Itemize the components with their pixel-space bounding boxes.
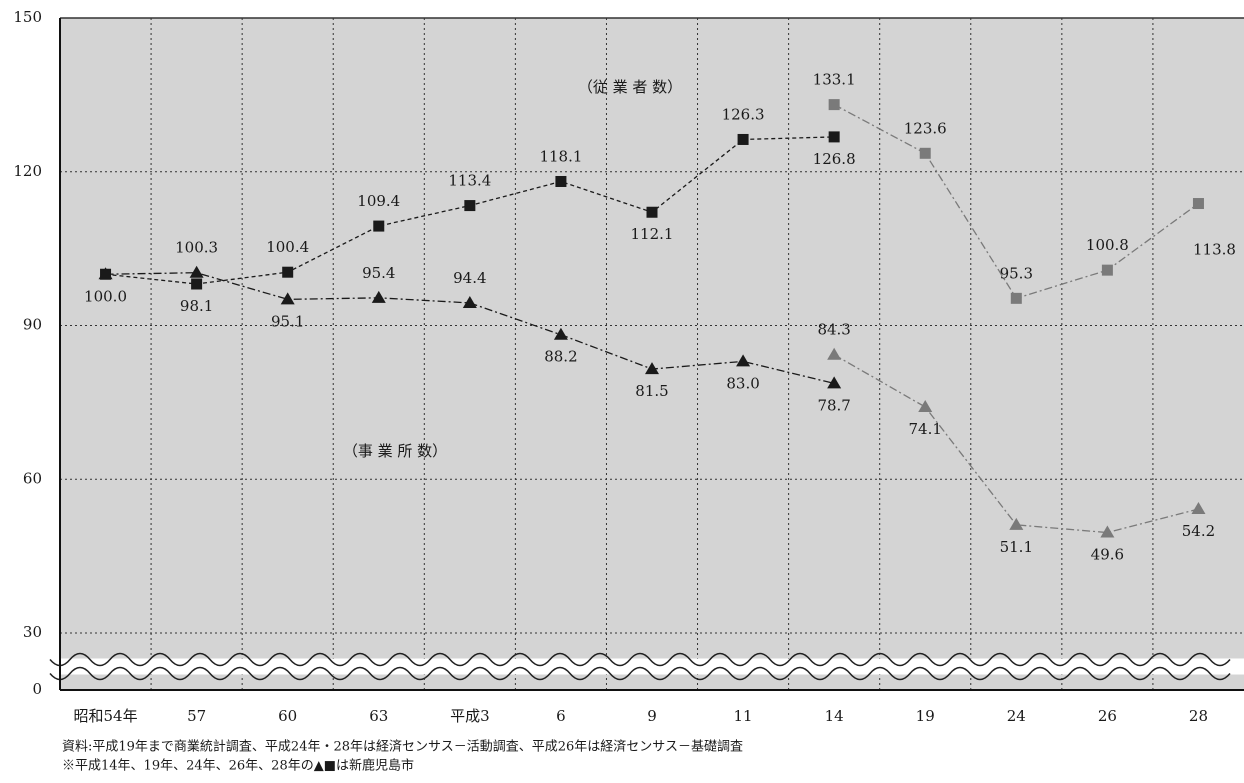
y-tick-label: 90 xyxy=(23,316,42,334)
x-tick-label: 28 xyxy=(1189,707,1208,725)
value-label: 113.8 xyxy=(1193,241,1236,259)
value-label: 118.1 xyxy=(539,147,582,165)
marker xyxy=(373,220,385,232)
marker xyxy=(918,399,933,412)
marker xyxy=(189,265,204,278)
marker xyxy=(828,99,840,111)
value-label: 54.2 xyxy=(1182,522,1215,540)
x-tick-label: 57 xyxy=(187,707,206,725)
marker xyxy=(1010,292,1022,304)
x-tick-label: 平成3 xyxy=(450,707,490,725)
x-tick-label: 19 xyxy=(916,707,935,725)
value-label: 83.0 xyxy=(726,374,759,392)
value-label: 78.7 xyxy=(817,396,850,414)
plot-area xyxy=(60,18,1244,690)
marker xyxy=(827,347,842,360)
marker xyxy=(919,147,931,159)
value-label: 95.4 xyxy=(362,264,395,282)
marker xyxy=(191,278,203,290)
marker xyxy=(98,267,113,280)
value-label: 112.1 xyxy=(631,225,674,243)
value-label: 133.1 xyxy=(813,71,856,89)
value-label: 95.3 xyxy=(1000,264,1033,282)
marker xyxy=(1009,517,1024,530)
value-label: 109.4 xyxy=(357,192,400,210)
axis-break xyxy=(49,652,1231,667)
value-label: 126.3 xyxy=(722,105,765,123)
marker xyxy=(280,292,295,305)
value-label: 113.4 xyxy=(448,172,491,190)
marker xyxy=(553,327,568,340)
series-label: （従 業 者 数） xyxy=(578,78,682,96)
marker xyxy=(1101,264,1113,276)
value-label: 88.2 xyxy=(544,348,577,366)
x-tick-label: 24 xyxy=(1007,707,1026,725)
series-label: （事 業 所 数） xyxy=(343,442,447,460)
marker xyxy=(737,133,749,145)
x-tick-label: 14 xyxy=(825,707,844,725)
y-tick-label: 0 xyxy=(32,680,42,698)
marker xyxy=(828,131,840,143)
axis-break-band xyxy=(48,658,1244,675)
value-label: 126.8 xyxy=(813,150,856,168)
marker xyxy=(646,206,658,218)
x-tick-label: 9 xyxy=(647,707,657,725)
marker xyxy=(827,376,842,389)
value-label: 98.1 xyxy=(180,297,213,315)
x-tick-label: 63 xyxy=(369,707,388,725)
value-label: 74.1 xyxy=(909,420,942,438)
y-tick-label: 60 xyxy=(23,469,42,487)
note: 資料:平成19年まで商業統計調査、平成24年・28年は経済センサス－活動調査、平… xyxy=(62,739,743,755)
value-label: 100.4 xyxy=(266,238,309,256)
value-label: 100.8 xyxy=(1086,236,1129,254)
x-tick-label: 11 xyxy=(734,707,753,725)
value-label: 100.3 xyxy=(175,239,218,257)
marker xyxy=(555,175,567,187)
note: ※平成14年、19年、24年、26年、28年の▲■は新鹿児島市 xyxy=(62,758,414,774)
marker xyxy=(1191,501,1206,514)
series-line xyxy=(833,354,1199,534)
value-label: 94.4 xyxy=(453,269,486,287)
marker xyxy=(1192,198,1204,210)
y-tick-label: 150 xyxy=(13,8,42,26)
value-label: 81.5 xyxy=(635,382,668,400)
y-tick-label: 120 xyxy=(13,162,42,180)
x-tick-label: 昭和54年 xyxy=(73,707,137,725)
marker xyxy=(282,266,294,278)
x-tick-label: 26 xyxy=(1098,707,1117,725)
value-label: 95.1 xyxy=(271,312,304,330)
value-label: 51.1 xyxy=(1000,538,1033,556)
marker xyxy=(736,354,751,367)
value-label: 100.0 xyxy=(84,287,127,305)
value-label: 123.6 xyxy=(904,119,947,137)
x-tick-label: 6 xyxy=(556,707,566,725)
x-tick-label: 60 xyxy=(278,707,297,725)
value-label: 49.6 xyxy=(1091,546,1124,564)
axis-break xyxy=(49,666,1231,681)
value-label: 84.3 xyxy=(817,321,850,339)
y-tick-label: 30 xyxy=(23,623,42,641)
marker xyxy=(1100,525,1115,538)
marker xyxy=(645,362,659,375)
marker xyxy=(462,295,477,308)
marker xyxy=(464,200,476,212)
marker xyxy=(371,290,386,303)
